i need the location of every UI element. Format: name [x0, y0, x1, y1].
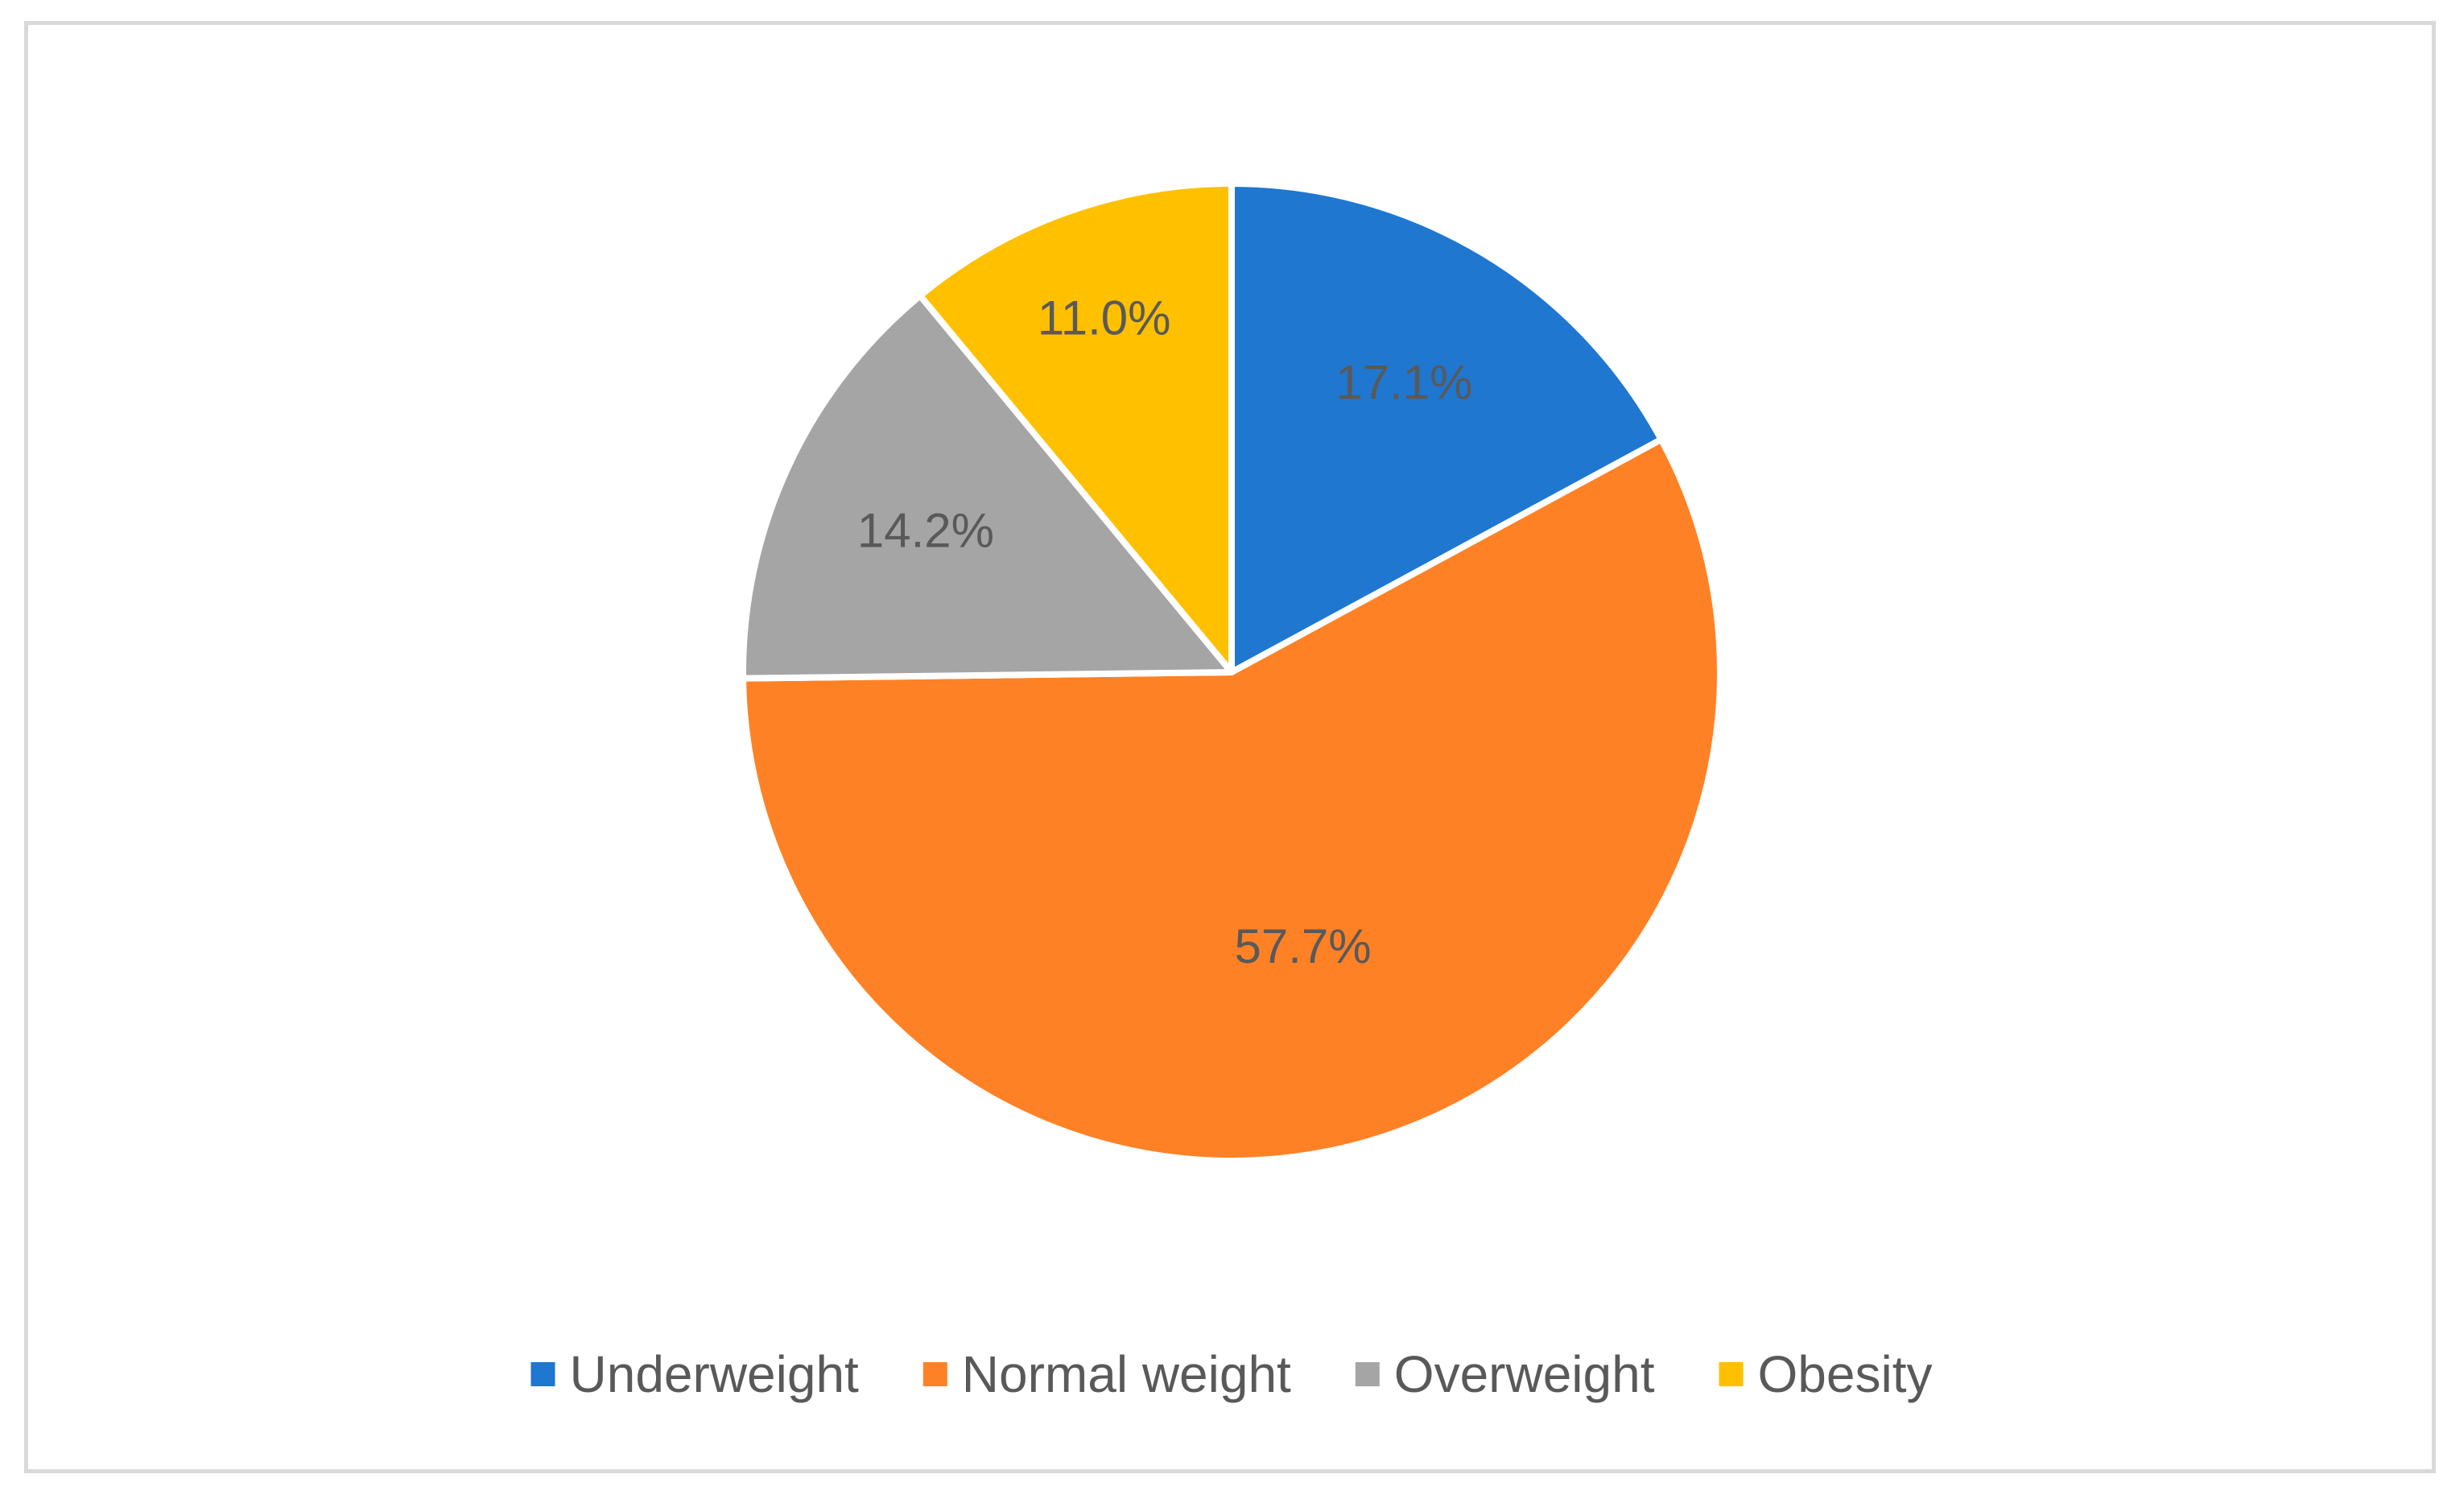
legend-label-obesity: Obesity	[1758, 1345, 1933, 1403]
data-label-overweight: 14.2%	[857, 504, 994, 558]
legend-label-overweight: Overweight	[1394, 1345, 1655, 1403]
data-label-normal-weight: 57.7%	[1235, 919, 1372, 973]
data-label-underweight: 17.1%	[1335, 356, 1472, 410]
legend-swatch-normal-weight	[922, 1362, 947, 1386]
legend-label-underweight: Underweight	[570, 1345, 860, 1403]
legend-swatch-obesity	[1719, 1362, 1744, 1386]
pie-slice-normal-weight	[740, 436, 1723, 1164]
data-label-obesity: 11.0%	[1038, 291, 1171, 345]
legend-item-underweight: Underweight	[530, 1345, 860, 1403]
pie-data-labels: 17.1% 57.7% 14.2% 11.0%	[857, 291, 1473, 973]
legend-label-normal-weight: Normal weight	[962, 1345, 1291, 1403]
legend-item-obesity: Obesity	[1719, 1345, 1933, 1403]
pie-slice-overweight	[740, 292, 1235, 682]
legend-swatch-overweight	[1355, 1362, 1380, 1386]
pie-slices	[740, 180, 1723, 1164]
pie-slice-underweight	[1228, 180, 1665, 675]
legend-item-overweight: Overweight	[1355, 1345, 1655, 1403]
legend: Underweight Normal weight Overweight Obesit…	[530, 1345, 1933, 1403]
pie-slice-obesity	[917, 180, 1235, 675]
legend-item-normal-weight: Normal weight	[922, 1345, 1291, 1403]
legend-swatch-underweight	[530, 1362, 555, 1386]
